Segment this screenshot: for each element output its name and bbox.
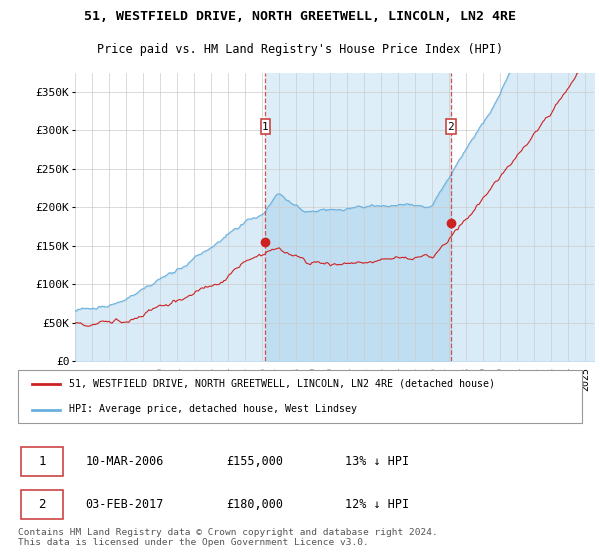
Text: HPI: Average price, detached house, West Lindsey: HPI: Average price, detached house, West… (69, 404, 357, 414)
Text: 2: 2 (448, 122, 454, 132)
FancyBboxPatch shape (446, 119, 455, 134)
Text: 03-FEB-2017: 03-FEB-2017 (86, 498, 164, 511)
Text: 2: 2 (38, 498, 46, 511)
FancyBboxPatch shape (18, 370, 582, 423)
Text: Contains HM Land Registry data © Crown copyright and database right 2024.
This d: Contains HM Land Registry data © Crown c… (18, 528, 438, 547)
Text: £155,000: £155,000 (227, 455, 284, 468)
Text: Price paid vs. HM Land Registry's House Price Index (HPI): Price paid vs. HM Land Registry's House … (97, 44, 503, 57)
Text: 10-MAR-2006: 10-MAR-2006 (86, 455, 164, 468)
Text: 51, WESTFIELD DRIVE, NORTH GREETWELL, LINCOLN, LN2 4RE (detached house): 51, WESTFIELD DRIVE, NORTH GREETWELL, LI… (69, 379, 495, 389)
Text: 1: 1 (262, 122, 269, 132)
Text: 12% ↓ HPI: 12% ↓ HPI (345, 498, 409, 511)
FancyBboxPatch shape (21, 447, 63, 476)
FancyBboxPatch shape (261, 119, 270, 134)
Text: 13% ↓ HPI: 13% ↓ HPI (345, 455, 409, 468)
FancyBboxPatch shape (21, 490, 63, 520)
Text: £180,000: £180,000 (227, 498, 284, 511)
Text: 1: 1 (38, 455, 46, 468)
Text: 51, WESTFIELD DRIVE, NORTH GREETWELL, LINCOLN, LN2 4RE: 51, WESTFIELD DRIVE, NORTH GREETWELL, LI… (84, 11, 516, 24)
